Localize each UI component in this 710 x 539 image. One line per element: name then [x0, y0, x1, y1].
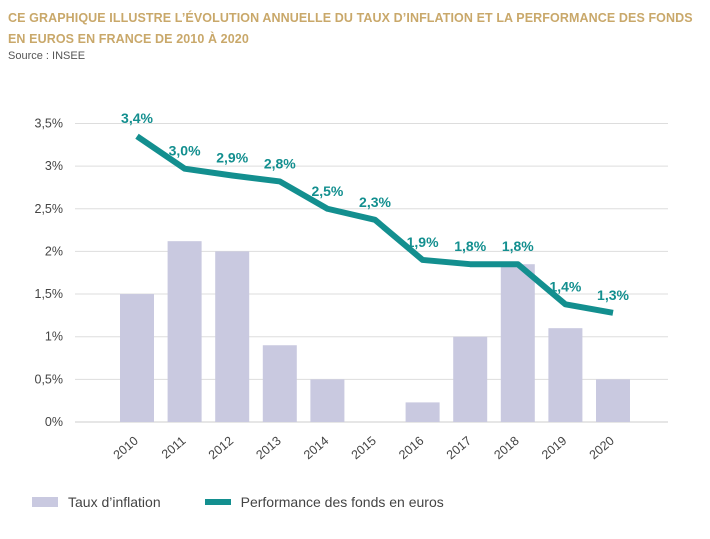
y-tick-label: 3,5%	[35, 116, 64, 130]
y-tick-label: 2%	[45, 244, 63, 258]
x-tick-label: 2011	[159, 434, 189, 462]
inflation-bar	[453, 336, 488, 422]
inflation-bar	[405, 402, 440, 422]
chart-title: CE GRAPHIQUE ILLUSTRE L’ÉVOLUTION ANNUEL…	[8, 11, 693, 46]
inflation-bar	[500, 264, 535, 422]
y-tick-label: 2,5%	[35, 202, 64, 216]
y-tick-label: 0%	[45, 415, 63, 429]
legend-label-performance: Performance des fonds en euros	[240, 494, 444, 510]
legend-swatch-line	[204, 499, 231, 505]
inflation-bar	[120, 294, 154, 422]
y-tick-label: 1%	[45, 330, 63, 344]
inflation-bars	[120, 241, 630, 422]
legend-item-performance: Performance des fonds en euros	[204, 494, 444, 510]
y-tick-label: 0,5%	[35, 372, 64, 386]
x-tick-label: 2015	[349, 434, 379, 463]
x-tick-label: 2010	[111, 434, 141, 463]
inflation-bar	[596, 379, 630, 422]
inflation-bar	[167, 241, 202, 422]
performance-data-label: 2,3%	[359, 194, 391, 210]
legend-swatch-bar	[32, 497, 58, 507]
inflation-bar	[215, 251, 250, 422]
inflation-bar	[548, 328, 583, 422]
x-tick-label: 2014	[301, 434, 331, 463]
performance-data-labels: 3,4% 3,0% 2,9% 2,8% 2,5% 2,3% 1,9% 1,8% 1,8% 1,4%…	[121, 110, 629, 303]
x-tick-label: 2018	[491, 434, 521, 463]
performance-data-label: 1,4%	[549, 278, 581, 294]
x-axis-ticks: 2010 2011 2012 2013 2014 2015 2016 2017 2018 2019…	[111, 434, 617, 463]
performance-data-label: 2,5%	[311, 183, 343, 199]
chart-source: Source : INSEE	[8, 50, 86, 62]
x-tick-label: 2012	[206, 434, 236, 463]
performance-line	[135, 133, 614, 316]
inflation-bar	[310, 379, 345, 422]
x-tick-label: 2019	[539, 434, 569, 463]
y-tick-label: 1,5%	[35, 287, 64, 301]
legend: Taux d’inflation Performance des fonds e…	[32, 494, 488, 510]
x-tick-label: 2016	[396, 434, 426, 463]
x-tick-label: 2013	[253, 434, 283, 463]
performance-data-label: 2,8%	[264, 155, 296, 171]
performance-data-label: 3,0%	[169, 143, 201, 159]
performance-data-label: 1,3%	[597, 287, 629, 303]
performance-data-label: 1,8%	[454, 238, 486, 254]
performance-line-group	[135, 133, 614, 316]
inflation-bar	[262, 345, 297, 422]
x-tick-label: 2017	[444, 434, 474, 463]
performance-data-label: 2,9%	[216, 149, 248, 165]
legend-item-inflation: Taux d’inflation	[32, 494, 161, 510]
x-tick-label: 2020	[587, 434, 617, 463]
y-axis-ticks: 0% 0,5% 1% 1,5% 2% 2,5% 3% 3,5%	[35, 116, 64, 429]
performance-data-label: 3,4%	[121, 110, 153, 126]
performance-data-label: 1,9%	[407, 234, 439, 250]
legend-label-inflation: Taux d’inflation	[68, 494, 161, 510]
performance-data-label: 1,8%	[502, 238, 534, 254]
y-tick-label: 3%	[45, 159, 63, 173]
